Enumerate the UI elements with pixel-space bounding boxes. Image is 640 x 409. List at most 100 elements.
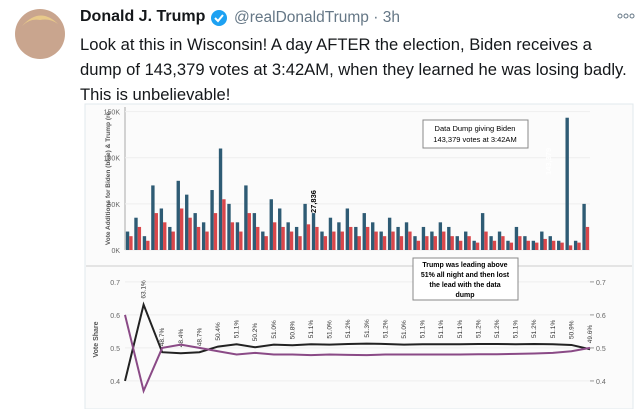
tweet-text: Look at this in Wisconsin! A day AFTER t… xyxy=(80,35,627,104)
bar xyxy=(438,222,443,250)
bar xyxy=(447,226,451,250)
bar xyxy=(425,236,429,250)
annotation-box xyxy=(412,257,519,301)
data-label: 50.9% xyxy=(568,320,575,339)
annotation: 51% all night and then lost xyxy=(421,272,510,279)
bar xyxy=(509,242,514,250)
annotation: dump xyxy=(455,292,474,299)
bar xyxy=(560,242,564,250)
data-label: 51.3% xyxy=(364,319,371,338)
data-label: 51.1% xyxy=(457,320,464,339)
bar xyxy=(125,231,130,250)
bar xyxy=(357,236,361,250)
bar xyxy=(523,236,527,250)
bar xyxy=(294,226,299,250)
data-label: 48.7% xyxy=(196,328,203,347)
handle-line: @realDonaldTrump · 3h xyxy=(234,9,400,27)
bar xyxy=(416,240,421,250)
y2-tick-label: 0.4 xyxy=(596,379,606,386)
bar xyxy=(340,231,344,250)
bar xyxy=(430,231,434,250)
bar xyxy=(230,222,235,250)
data-label: 51.0% xyxy=(271,320,278,339)
y2-tick-label: 0.5 xyxy=(596,346,606,353)
bar xyxy=(382,236,387,250)
y-tick-label: 0.5 xyxy=(110,346,120,353)
y-tick-label: 0.4 xyxy=(110,379,120,386)
y-tick-label: 0K xyxy=(111,248,120,255)
y-tick-label: 150K xyxy=(104,110,121,117)
display-name[interactable]: Donald J. Trump xyxy=(80,8,206,25)
bar xyxy=(151,185,155,250)
bar xyxy=(379,231,383,250)
annotation: Trump was leading above xyxy=(422,262,507,269)
bar xyxy=(154,213,158,250)
bar xyxy=(179,208,184,250)
bar xyxy=(227,203,231,250)
y-tick-label: 50K xyxy=(108,202,121,209)
bar xyxy=(188,217,192,250)
bar xyxy=(281,226,285,250)
bar xyxy=(371,222,375,250)
bar xyxy=(492,240,497,250)
bar xyxy=(526,240,530,250)
y-axis-label: Vote Additions for Biden (blue) & Trump … xyxy=(105,111,112,245)
bar xyxy=(543,238,547,250)
menu-dot[interactable] xyxy=(623,13,629,19)
data-label: 51.2% xyxy=(475,319,482,338)
bar xyxy=(315,226,319,250)
bar xyxy=(345,208,350,250)
menu-dot[interactable] xyxy=(629,13,635,19)
data-label: 51.1% xyxy=(550,320,557,339)
bar xyxy=(362,213,366,250)
data-label: 50.2% xyxy=(252,323,259,342)
bar xyxy=(320,231,324,250)
bar xyxy=(568,245,573,250)
bar xyxy=(489,236,493,250)
bar xyxy=(218,148,223,250)
bar xyxy=(501,236,505,250)
y-tick-label: 100K xyxy=(104,156,121,163)
bar xyxy=(387,217,392,250)
bar xyxy=(585,226,590,250)
data-label: 49.6% xyxy=(587,325,594,344)
bar xyxy=(278,208,282,250)
line xyxy=(124,301,591,382)
handle[interactable]: @realDonaldTrump xyxy=(234,9,369,26)
verified-badge xyxy=(211,10,227,26)
bar xyxy=(573,240,578,250)
data-label: 63.1% xyxy=(141,280,148,299)
media-frame xyxy=(84,103,634,409)
bar xyxy=(565,117,569,250)
data-label: 51.1% xyxy=(513,320,520,339)
bar xyxy=(332,231,336,250)
annotation: 143,379 votes at 3:42AM xyxy=(433,135,516,144)
data-label: 51.0% xyxy=(327,320,334,339)
data-label: 48.7% xyxy=(159,328,166,347)
bar xyxy=(577,242,581,250)
bar xyxy=(264,236,268,250)
verified-check xyxy=(214,14,224,23)
y-tick-label: 0.6 xyxy=(110,313,120,320)
bar xyxy=(540,231,544,250)
bar xyxy=(311,213,316,250)
bar xyxy=(421,226,426,250)
bar xyxy=(472,240,476,250)
bar xyxy=(239,231,243,250)
bar xyxy=(475,242,480,250)
bar xyxy=(247,213,251,250)
bar xyxy=(146,240,150,250)
bar xyxy=(531,240,536,250)
bar xyxy=(185,194,189,250)
bar xyxy=(328,217,333,250)
bar xyxy=(205,231,209,250)
separator: · xyxy=(373,9,379,26)
data-label: 50.4% xyxy=(215,322,222,341)
menu-dot[interactable] xyxy=(617,13,623,19)
timestamp[interactable]: 3h xyxy=(382,9,400,26)
bar xyxy=(455,236,459,250)
bar xyxy=(413,236,417,250)
bar xyxy=(582,203,586,250)
bar xyxy=(391,231,395,250)
